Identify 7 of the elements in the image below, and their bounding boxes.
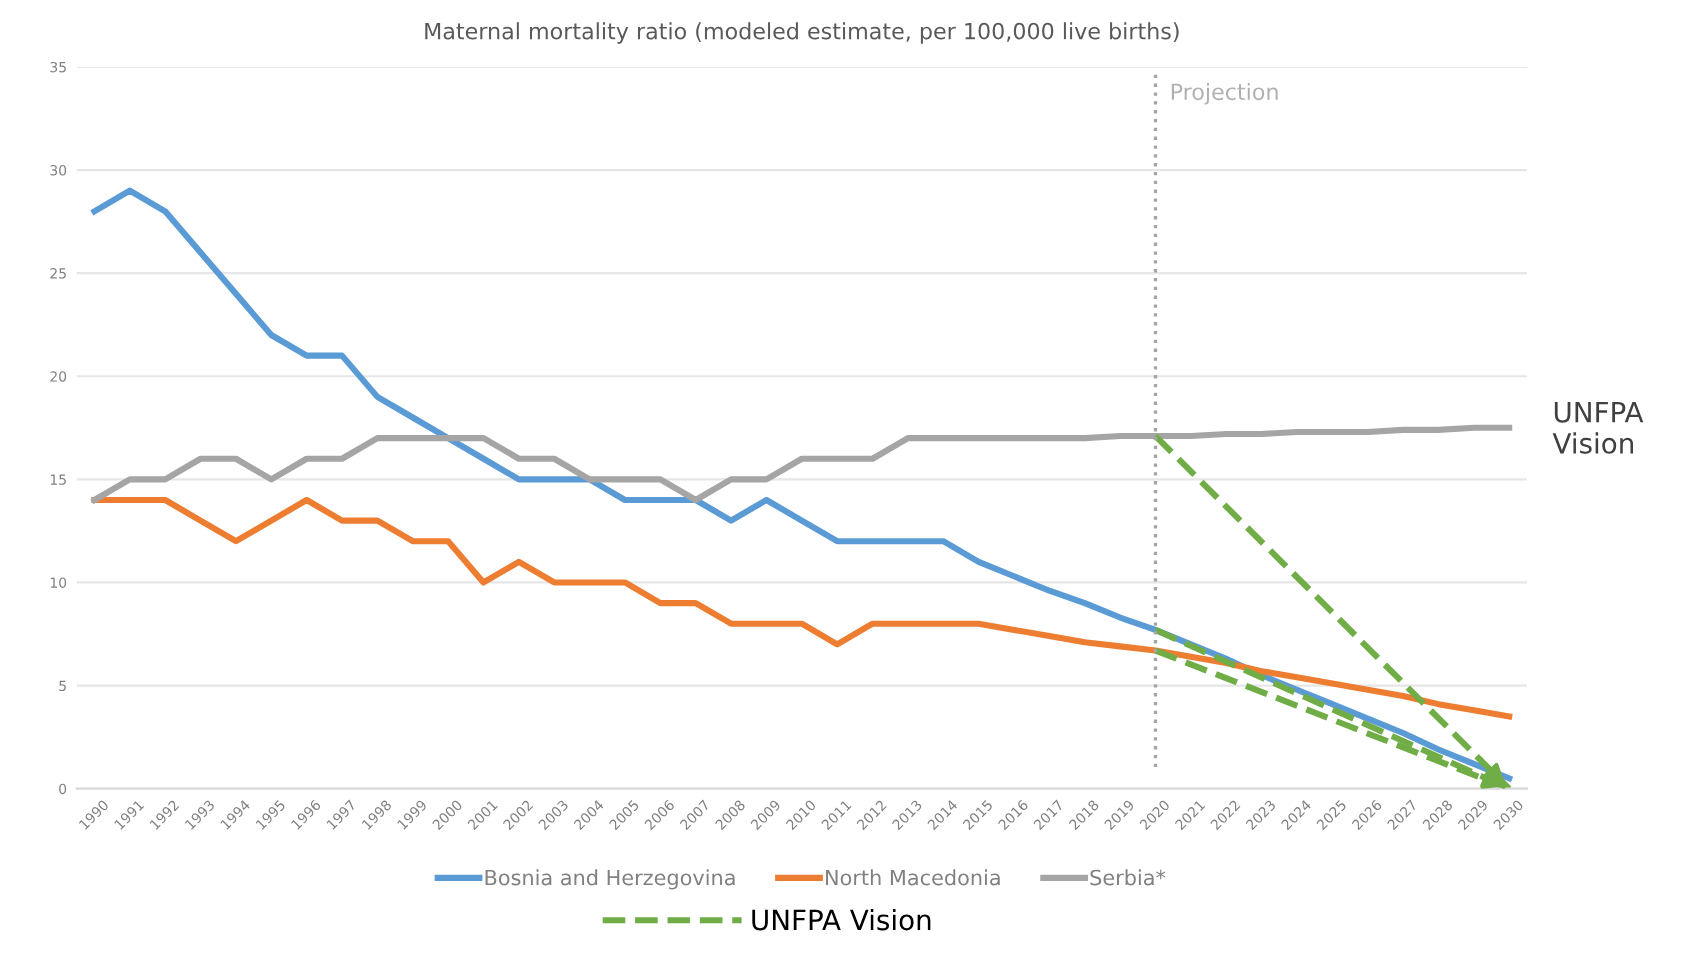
legend-label: UNFPA Vision — [752, 908, 931, 931]
legend-label: Bosnia and Herzegovina — [485, 869, 735, 890]
text: UNFPA Vision — [1552, 402, 1644, 454]
chart-title: Maternal mortality ratio (modeled estimate, per 100,000 live births) — [425, 22, 1179, 44]
legend-label: Serbia* — [1090, 869, 1166, 886]
legend-label: North Macedonia — [826, 869, 1000, 886]
ref-line-label: Projection — [1171, 82, 1278, 105]
